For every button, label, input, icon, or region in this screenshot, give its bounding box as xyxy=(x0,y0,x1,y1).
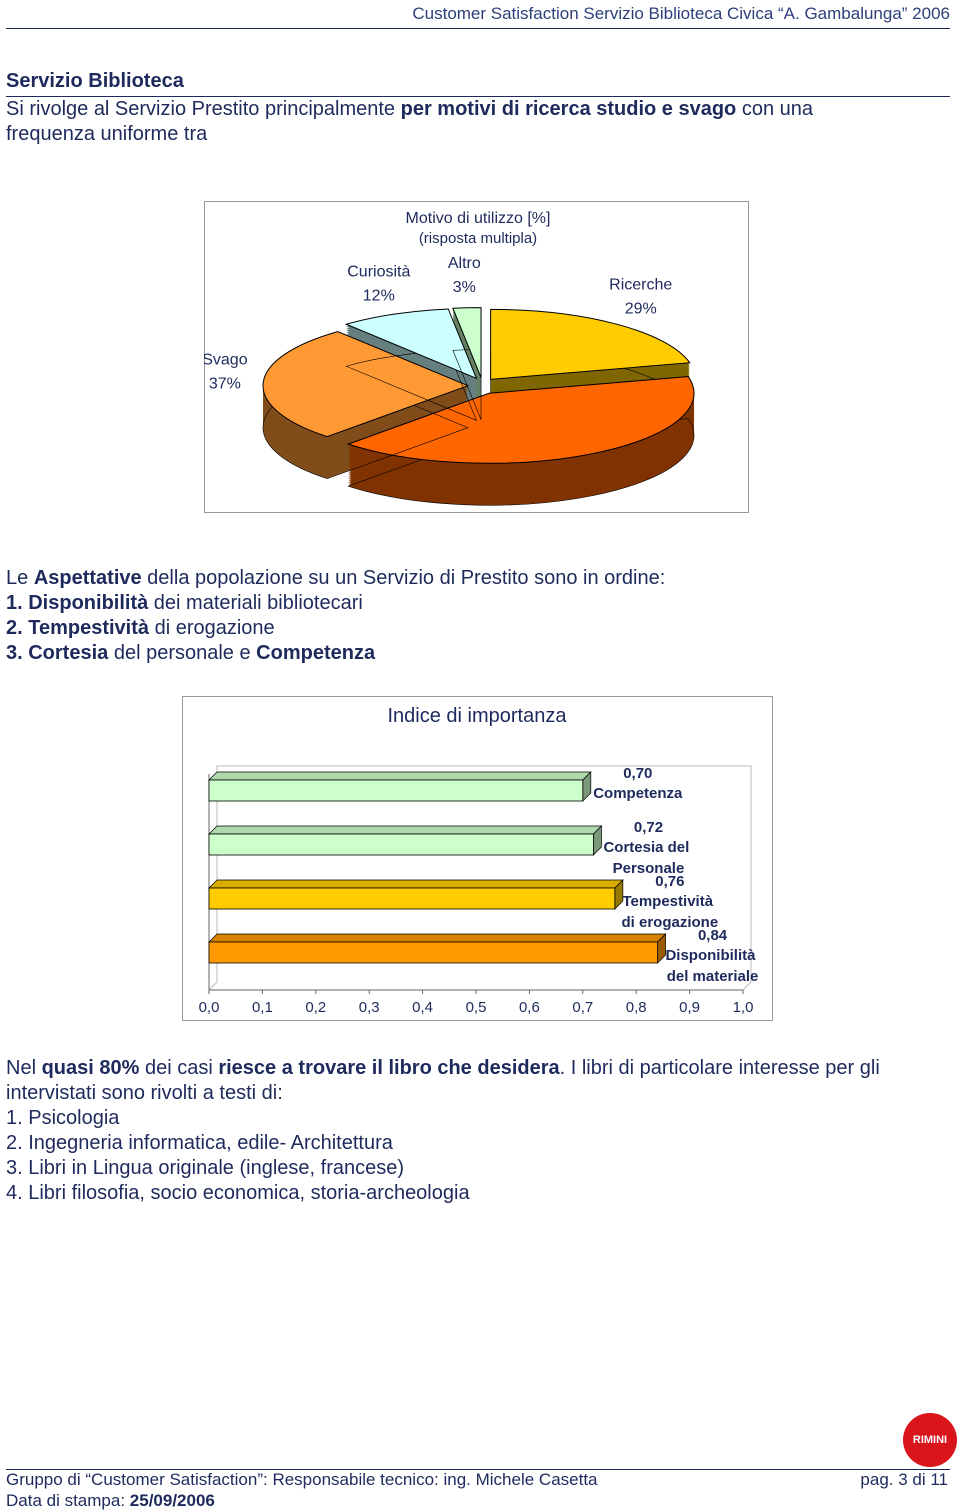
section-title: Servizio Biblioteca xyxy=(6,70,184,92)
x-tick-label: 0,1 xyxy=(252,999,273,1016)
text-bold: 2. Tempestività xyxy=(6,617,150,639)
expectations: Le Aspettative della popolazione su un S… xyxy=(6,566,951,666)
slice-value-label: 29% xyxy=(625,300,657,317)
text-bold: per motivi di ricerca studio e svago xyxy=(400,98,737,120)
footer-page: pag. 3 di 11 xyxy=(860,1470,948,1489)
paragraph: Nel quasi 80% dei casi riesce a trovare … xyxy=(6,1056,951,1106)
x-tick-label: 0,0 xyxy=(199,999,220,1016)
slice xyxy=(452,307,482,378)
chart-subtitle: (risposta multipla) xyxy=(419,230,537,247)
text-bold: quasi 80% xyxy=(41,1057,140,1079)
pie-chart: Motivo di utilizzo [%] (risposta multipl… xyxy=(204,201,749,513)
bar-top xyxy=(208,771,592,781)
x-tick-label: 0,3 xyxy=(359,999,380,1016)
lead: Le Aspettative della popolazione su un S… xyxy=(6,566,951,591)
footer-print: Data di stampa: 25/09/2006 xyxy=(6,1491,215,1511)
bar-value-label: 0,70 xyxy=(623,765,652,782)
section-rule xyxy=(6,96,950,97)
chart-title: Motivo di utilizzo [%] xyxy=(406,210,551,227)
list-item: 1. Disponibilità dei materiali bibliotec… xyxy=(6,591,951,616)
bar xyxy=(208,833,594,856)
bar-category-label: Disponibilità del materiale xyxy=(665,947,759,985)
slice xyxy=(490,308,691,380)
slice-label: Altro xyxy=(448,255,481,272)
slice-label: Ricerche xyxy=(609,276,672,293)
chart-frame xyxy=(182,696,773,1021)
text: Data di stampa: xyxy=(6,1491,130,1510)
footer-credits: Gruppo di “Customer Satisfaction”: Respo… xyxy=(6,1470,598,1489)
plot-wall xyxy=(208,765,752,991)
x-tick-label: 0,7 xyxy=(572,999,593,1016)
bar xyxy=(208,941,658,964)
list-item: 2. Ingegneria informatica, edile- Archit… xyxy=(6,1132,393,1154)
x-tick-label: 0,5 xyxy=(466,999,487,1016)
logo: RIMINI xyxy=(903,1413,957,1467)
bar-top xyxy=(208,933,667,943)
list-item: 3. Libri in Lingua originale (inglese, f… xyxy=(6,1157,405,1179)
bar xyxy=(208,887,616,910)
bar-category-label: Cortesia del Personale xyxy=(603,839,693,877)
findings: Nel quasi 80% dei casi riesce a trovare … xyxy=(6,1056,951,1206)
chart-title: Indice di importanza xyxy=(388,705,568,727)
header-title: Customer Satisfaction Servizio Bibliotec… xyxy=(412,4,950,23)
text-bold: riesce a trovare il libro che desidera xyxy=(218,1057,560,1079)
text: di erogazione xyxy=(149,617,275,639)
text-bold: Competenza xyxy=(256,642,376,664)
bar-top xyxy=(208,825,603,835)
slice-value-label: 12% xyxy=(363,287,395,304)
text: Le xyxy=(6,567,34,589)
text: dei casi xyxy=(139,1057,219,1079)
text: della popolazione su un Servizio di Pres… xyxy=(141,567,666,589)
text-bold: Aspettative xyxy=(33,567,142,589)
slice-side-edge xyxy=(347,418,695,506)
x-tick-label: 0,2 xyxy=(305,999,326,1016)
text-bold: 25/09/2006 xyxy=(129,1491,215,1510)
x-tick-label: 0,6 xyxy=(519,999,540,1016)
bar-value-label: 0,72 xyxy=(634,819,663,836)
text: con una frequenza uniforme tra xyxy=(6,98,814,145)
x-tick-label: 0,8 xyxy=(626,999,647,1016)
bar xyxy=(208,779,584,802)
slice xyxy=(346,376,695,464)
x-tick-label: 0,4 xyxy=(412,999,433,1016)
slice-label: Svago xyxy=(204,352,248,369)
text: Si rivolge al Servizio Prestito principa… xyxy=(6,98,401,120)
text: del personale e xyxy=(108,642,257,664)
slice-value-label: 3% xyxy=(453,279,476,296)
bar-category-label: Tempestività di erogazione xyxy=(621,893,718,931)
text-bold: 3. Cortesia xyxy=(6,642,109,664)
bar-category-label: Competenza xyxy=(593,785,683,802)
footer-rule xyxy=(6,1469,950,1470)
text-bold: 1. Disponibilità xyxy=(6,592,149,614)
bar-top xyxy=(208,879,624,889)
x-tick-label: 1,0 xyxy=(733,999,754,1016)
bar-chart: Indice di importanza 0,0 0,1 0,2 0,3 0,4 0,5 0… xyxy=(182,696,773,1021)
text: dei materiali bibliotecari xyxy=(148,592,363,614)
slice-value-label: 37% xyxy=(209,376,241,393)
list-item: 1. Psicologia xyxy=(6,1107,120,1129)
bar-value-label: 0,84 xyxy=(698,927,728,944)
list-item: 2. Tempestività di erogazione xyxy=(6,616,951,641)
slice xyxy=(262,331,470,438)
slice-label: Curiosità xyxy=(347,263,410,280)
header-rule xyxy=(6,28,950,29)
text: . I libri di particolare interesse per g… xyxy=(6,1057,880,1104)
slice xyxy=(344,308,478,380)
list-item: 3. Cortesia del personale e Competenza xyxy=(6,641,951,666)
intro-text: Si rivolge al Servizio Prestito principa… xyxy=(6,97,886,147)
text: Nel xyxy=(6,1057,42,1079)
x-tick-label: 0,9 xyxy=(679,999,700,1016)
list-item: 4. Libri filosofia, socio economica, sto… xyxy=(6,1182,470,1204)
bar-value-label: 0,76 xyxy=(655,873,684,890)
